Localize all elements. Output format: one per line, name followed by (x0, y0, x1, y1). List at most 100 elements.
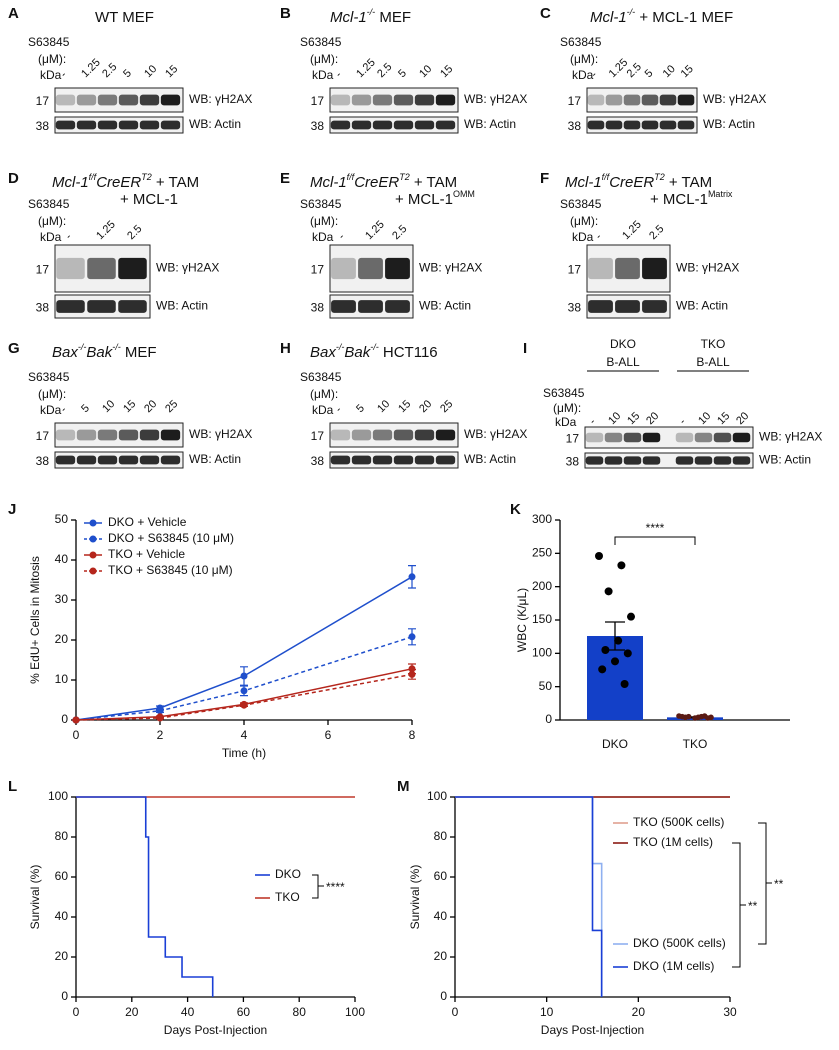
band (659, 120, 677, 130)
y-tick-label: 300 (532, 512, 552, 526)
band (675, 456, 694, 465)
band (160, 120, 181, 130)
unit-label: (μM): (310, 214, 338, 228)
band (331, 300, 356, 313)
band (623, 456, 642, 465)
title-part: f/f (602, 172, 611, 182)
legend-marker (89, 535, 97, 543)
band (713, 432, 732, 443)
band (351, 455, 372, 465)
panel-title: + MCL-1Matrix (650, 189, 733, 208)
band (585, 432, 604, 443)
unit-label: (μM): (310, 387, 338, 401)
title-part: -/- (370, 342, 379, 352)
point (627, 612, 635, 621)
legend-label: TKO + S63845 (10 μM) (108, 563, 233, 577)
title-part: Mcl-1 (330, 9, 367, 26)
band (623, 432, 642, 443)
y-tick-label: 50 (539, 679, 553, 693)
legend-label: DKO (275, 867, 301, 881)
band (358, 300, 383, 313)
wb-label: WB: Actin (703, 117, 755, 131)
kda-label: kDa (40, 68, 62, 82)
band (358, 257, 383, 280)
band (351, 120, 372, 130)
panel-title: Bax-/-Bak-/- MEF (52, 342, 157, 361)
point (408, 670, 416, 678)
survival-curve (455, 796, 603, 997)
band (605, 94, 623, 106)
band (677, 120, 695, 130)
panel-title: Mcl-1-/- + MCL-1 MEF (590, 7, 733, 26)
title-part: -/- (336, 342, 345, 352)
panel-letter: I (523, 340, 527, 357)
band (372, 455, 393, 465)
band (393, 120, 414, 130)
band (588, 257, 613, 280)
lane-label: 10 (606, 410, 623, 427)
title-part: + MCL-1 (395, 191, 453, 208)
lane-label: 15 (715, 410, 732, 427)
band (139, 455, 160, 465)
band (414, 429, 435, 441)
wb-label: WB: Actin (189, 117, 241, 131)
x-tick-label: 2 (157, 728, 164, 742)
wb-label: WB: γH2AX (676, 261, 739, 275)
lane-label: 10 (100, 398, 117, 415)
lane-label: 15 (163, 63, 180, 80)
band (55, 94, 76, 106)
lane-label: 20 (734, 410, 751, 427)
point (614, 636, 623, 645)
band (585, 456, 604, 465)
point (623, 649, 632, 658)
title-part: f/f (89, 172, 98, 182)
x-tick-label: 100 (345, 1005, 365, 1019)
y-tick-label: 150 (532, 612, 552, 626)
x-axis-title: Time (h) (222, 746, 266, 760)
title-part: + MCL-1 (120, 191, 178, 208)
point (601, 646, 610, 654)
title-part: MEF (375, 9, 411, 26)
lane-label: 15 (625, 410, 642, 427)
band (642, 300, 667, 313)
mw-label: 17 (311, 429, 325, 443)
wb-label: WB: Actin (189, 452, 241, 466)
band (351, 94, 372, 106)
panel-title: Mcl-1f/fCreERT2 + TAM (565, 172, 712, 191)
y-tick-label: 80 (434, 829, 448, 843)
band (331, 257, 356, 280)
y-tick-label: 40 (55, 909, 69, 923)
band (604, 456, 623, 465)
lane-label: - (677, 416, 688, 427)
mw-label: 17 (568, 94, 582, 108)
y-axis-title: % EdU+ Cells in Mitosis (28, 556, 42, 684)
band (118, 94, 139, 106)
lane-label: 10 (417, 63, 434, 80)
band (605, 120, 623, 130)
lane-label: - (58, 404, 69, 415)
lane-label: 10 (661, 63, 678, 80)
point (604, 587, 613, 596)
band (641, 94, 659, 106)
lane-label: - (587, 416, 598, 427)
title-part: -/- (78, 342, 87, 352)
lane-label: - (589, 69, 600, 80)
title-part: CreER (609, 174, 654, 191)
point (156, 707, 164, 715)
band (160, 455, 181, 465)
mw-label: 17 (36, 94, 50, 108)
legend-label: TKO (1M cells) (633, 835, 713, 849)
unit-label: (μM): (38, 387, 66, 401)
y-tick-label: 40 (434, 909, 448, 923)
title-part: -/- (627, 7, 636, 17)
band (694, 456, 713, 465)
lane-label: - (63, 231, 74, 242)
lane-label: 25 (438, 398, 455, 415)
title-part: + MCL-1 (650, 191, 708, 208)
y-tick-label: 60 (55, 869, 69, 883)
band (160, 429, 181, 441)
legend-label: DKO (500K cells) (633, 936, 726, 950)
panel-letter: C (540, 5, 551, 22)
mw-label: 17 (566, 432, 580, 446)
y-tick-label: 40 (55, 552, 69, 566)
